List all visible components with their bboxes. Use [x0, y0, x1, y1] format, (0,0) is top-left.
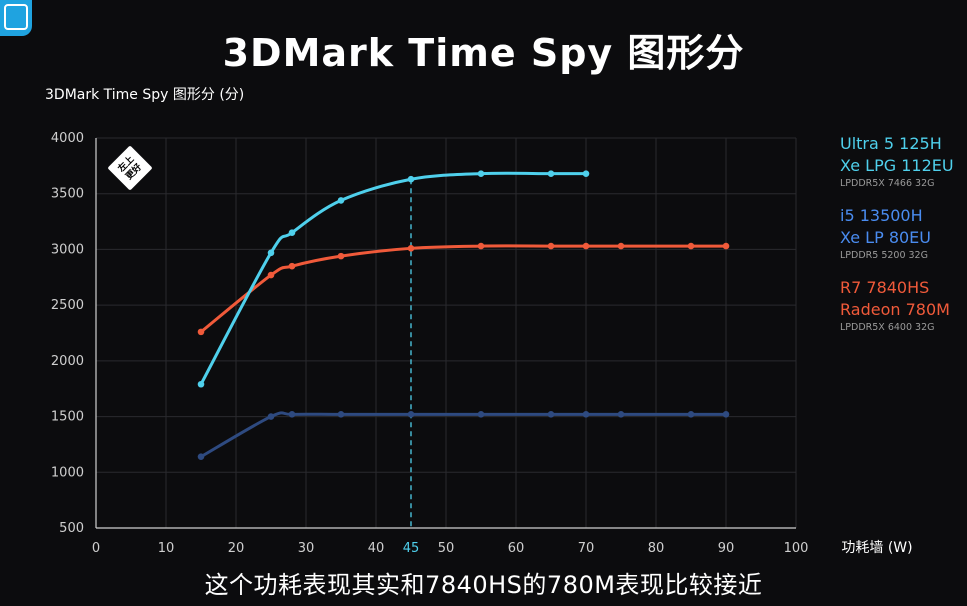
y-tick-label: 3000	[51, 242, 84, 257]
y-tick-label: 3500	[51, 187, 84, 202]
data-point-series-1	[722, 411, 730, 418]
x-axis-label: 功耗墙 (W)	[841, 540, 912, 556]
data-point-series-0	[267, 249, 275, 257]
x-tick-label: 30	[298, 541, 315, 556]
legend-label: R7 7840HS	[840, 278, 930, 297]
data-point-series-2	[197, 328, 205, 336]
y-tick-label: 2000	[51, 354, 84, 369]
data-point-series-1	[407, 411, 415, 418]
x-tick-label: 45	[403, 541, 420, 556]
legend-item-r7: R7 7840HS Radeon 780M LPDDR5X 6400 32G	[840, 277, 965, 335]
data-point-series-2	[547, 242, 555, 250]
x-tick-label: 10	[158, 541, 175, 556]
data-point-series-0	[547, 170, 555, 177]
data-point-series-0	[288, 229, 296, 237]
data-point-series-0	[477, 170, 485, 177]
legend-memory: LPDDR5X 7466 32G	[840, 178, 935, 189]
data-point-series-2	[617, 242, 625, 250]
data-point-series-1	[267, 413, 275, 420]
x-tick-label: 50	[438, 541, 455, 556]
x-tick-label: 100	[784, 541, 809, 556]
x-tick-label: 40	[368, 541, 385, 556]
logo-icon	[4, 4, 28, 30]
data-point-series-1	[337, 411, 345, 418]
y-tick-label: 1000	[51, 465, 84, 480]
y-axis-label: 3DMark Time Spy 图形分 (分)	[45, 87, 245, 103]
data-point-series-2	[407, 245, 415, 252]
legend-label: Ultra 5 125H	[840, 134, 942, 153]
data-point-series-0	[197, 380, 205, 388]
data-point-series-1	[197, 453, 205, 460]
series-line-1	[199, 411, 728, 459]
data-point-series-2	[687, 242, 695, 250]
data-point-series-2	[337, 252, 345, 260]
data-point-series-0	[582, 170, 590, 177]
video-caption: 这个功耗表现其实和7840HS的780M表现比较接近	[204, 571, 763, 599]
series-line-0	[199, 171, 588, 386]
data-point-series-1	[617, 411, 625, 418]
x-tick-label: 20	[228, 541, 245, 556]
data-point-series-0	[407, 175, 415, 183]
legend-label-gpu: Xe LPG 112EU	[840, 156, 954, 175]
data-point-series-1	[687, 411, 695, 418]
data-point-series-2	[288, 262, 296, 270]
legend-label: i5 13500H	[840, 206, 923, 225]
legend-label-gpu: Radeon 780M	[840, 300, 950, 319]
data-point-series-2	[582, 242, 590, 250]
y-tick-label: 500	[59, 521, 84, 536]
data-point-series-2	[477, 242, 485, 250]
legend-label-gpu: Xe LP 80EU	[840, 228, 931, 247]
data-point-series-1	[547, 411, 555, 418]
y-tick-label: 1500	[51, 410, 84, 425]
data-point-series-1	[582, 411, 590, 418]
top-left-better-badge: 左上 更好	[108, 146, 152, 190]
x-tick-label: 0	[92, 541, 100, 556]
data-point-series-2	[722, 242, 730, 250]
legend-item-ultra: Ultra 5 125H Xe LPG 112EU LPDDR5X 7466 3…	[840, 133, 965, 191]
y-tick-label: 4000	[51, 131, 84, 146]
x-tick-label: 70	[578, 541, 595, 556]
data-point-series-0	[337, 197, 345, 204]
chart-title: 3DMark Time Spy 图形分	[222, 31, 745, 75]
y-tick-label: 2500	[51, 298, 84, 313]
data-point-series-1	[288, 411, 296, 418]
data-point-series-2	[267, 271, 275, 279]
data-point-series-1	[477, 411, 485, 418]
x-tick-label: 60	[508, 541, 525, 556]
x-tick-label: 80	[648, 541, 665, 556]
legend-memory: LPDDR5X 6400 32G	[840, 322, 935, 333]
legend-item-i5: i5 13500H Xe LP 80EU LPDDR5 5200 32G	[840, 205, 965, 263]
x-tick-label: 90	[718, 541, 735, 556]
series-line-2	[199, 244, 728, 334]
legend-memory: LPDDR5 5200 32G	[840, 250, 928, 261]
channel-logo	[0, 0, 32, 36]
legend: Ultra 5 125H Xe LPG 112EU LPDDR5X 7466 3…	[840, 133, 965, 349]
